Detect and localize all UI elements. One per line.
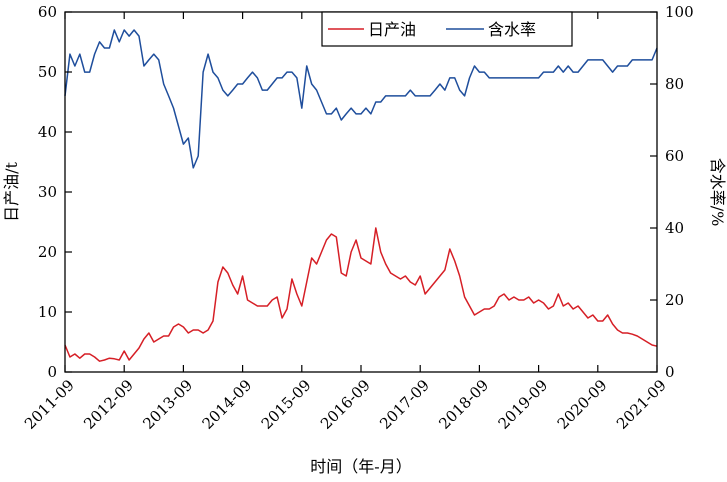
- x-axis-title: 时间（年-月）: [310, 457, 411, 476]
- y-axis-left-title: 日产油/t: [2, 162, 21, 222]
- y-axis-right-title: 含水率/%: [708, 158, 727, 227]
- y-left-tick-label: 0: [47, 363, 57, 381]
- x-tick-label: 2017-09: [376, 376, 433, 433]
- oil-series-line: [64, 227, 658, 362]
- legend: 日产油 含水率: [321, 11, 573, 47]
- y-right-tick-label: 40: [665, 219, 684, 237]
- x-tick-label: 2020-09: [554, 376, 611, 433]
- plot-lines: [64, 29, 658, 362]
- x-tick-label: 2018-09: [435, 376, 492, 433]
- x-tick-label: 2016-09: [317, 376, 374, 433]
- y-right-tick-label: 80: [665, 75, 684, 93]
- y-right-tick-label: 60: [665, 147, 684, 165]
- x-tick-label: 2011-09: [21, 376, 78, 433]
- y-right-tick-label: 0: [665, 363, 675, 381]
- y-left-tick-label: 20: [38, 243, 57, 261]
- legend-label-oil: 日产油: [368, 20, 416, 39]
- y-right-tick-label: 100: [665, 3, 694, 21]
- y-left-tick-label: 50: [38, 63, 57, 81]
- water-series-line: [64, 29, 658, 169]
- x-tick-label: 2021-09: [613, 376, 670, 433]
- x-tick-label: 2012-09: [80, 376, 137, 433]
- y-left-tick-label: 60: [38, 3, 57, 21]
- y-left-tick-labels: 0 10 20 30 40 50 60: [38, 3, 57, 381]
- legend-label-water: 含水率: [488, 20, 536, 39]
- x-tick-label: 2014-09: [199, 376, 256, 433]
- x-tick-label: 2015-09: [258, 376, 315, 433]
- y-left-tick-label: 10: [38, 303, 57, 321]
- x-tick-label: 2019-09: [495, 376, 552, 433]
- y-right-tick-label: 20: [665, 291, 684, 309]
- x-tick-label: 2013-09: [139, 376, 196, 433]
- x-tick-labels: 2011-09 2012-09 2013-09 2014-09 2015-09 2016-…: [21, 376, 670, 433]
- y-left-tick-label: 40: [38, 123, 57, 141]
- y-right-tick-labels: 0 20 40 60 80 100: [665, 3, 694, 381]
- y-left-tick-label: 30: [38, 183, 57, 201]
